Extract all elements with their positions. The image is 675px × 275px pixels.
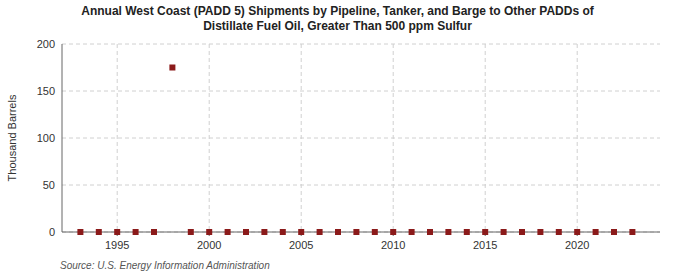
grid-line [485, 44, 486, 232]
tick-label: 2020 [565, 239, 589, 251]
point [353, 229, 359, 235]
grid-line [209, 44, 210, 232]
point [225, 229, 231, 235]
point [445, 229, 451, 235]
tick-label: 2010 [381, 239, 405, 251]
point [482, 229, 488, 235]
point [280, 229, 286, 235]
axes: 0 50 100 150 200 1995 2000 2005 2010 2015 2020 [37, 38, 660, 251]
point [409, 229, 415, 235]
grid-line [117, 44, 118, 232]
tick-label: 150 [37, 85, 55, 97]
tick-label: 2015 [473, 239, 497, 251]
point [593, 229, 599, 235]
grid-line [62, 91, 660, 92]
tick-label: 50 [43, 179, 55, 191]
grid [62, 44, 660, 232]
tick-label: 200 [37, 38, 55, 50]
point [151, 229, 157, 235]
point [611, 229, 617, 235]
point [206, 229, 212, 235]
grid-line [62, 138, 660, 139]
point [574, 229, 580, 235]
point [372, 229, 378, 235]
point [464, 229, 470, 235]
point [390, 229, 396, 235]
point [188, 229, 194, 235]
point [335, 229, 341, 235]
point [169, 65, 175, 71]
grid-line [62, 44, 660, 45]
point [96, 229, 102, 235]
page: {"chart_data": {"type": "scatter", "titl… [0, 0, 675, 275]
y-axis-label: Thousand Barrels [6, 94, 18, 181]
title-line: Annual West Coast (PADD 5) Shipments by … [81, 4, 595, 18]
grid-line [301, 44, 302, 232]
source: Source: U.S. Energy Information Administ… [60, 260, 270, 271]
point [77, 229, 83, 235]
points [77, 65, 635, 236]
title: Annual West Coast (PADD 5) Shipments by … [81, 4, 595, 33]
grid-line [62, 185, 660, 186]
point [427, 229, 433, 235]
point [519, 229, 525, 235]
grid-line [577, 44, 578, 232]
point [114, 229, 120, 235]
tick-label: 2005 [289, 239, 313, 251]
title-line: Distillate Fuel Oil, Greater Than 500 pp… [203, 19, 472, 33]
tick-label: 1995 [105, 239, 129, 251]
point [298, 229, 304, 235]
tick-label: 0 [49, 226, 55, 238]
point [317, 229, 323, 235]
y-axis-line [62, 44, 63, 232]
point [501, 229, 507, 235]
point [133, 229, 139, 235]
tick-label: 100 [37, 132, 55, 144]
point [629, 229, 635, 235]
point [243, 229, 249, 235]
point [261, 229, 267, 235]
point [537, 229, 543, 235]
grid-line [393, 44, 394, 232]
point [556, 229, 562, 235]
chart: Annual West Coast (PADD 5) Shipments by … [0, 0, 675, 275]
tick-label: 2000 [197, 239, 221, 251]
